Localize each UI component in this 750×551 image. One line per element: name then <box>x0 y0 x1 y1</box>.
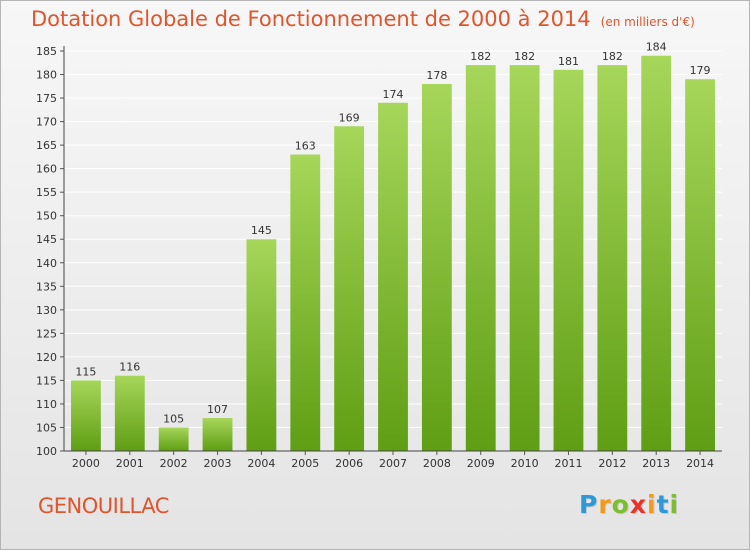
x-tick-label: 2007 <box>379 457 407 470</box>
y-tick-label: 140 <box>36 257 57 270</box>
logo-letter: t <box>656 490 670 519</box>
axes: 100 105 110 115 120 125 130 135 140 145 150 155 160 1… <box>36 45 722 470</box>
x-tick-label: 2012 <box>598 457 626 470</box>
data-labels: 115 116 105 107 145 163 169 174 178 182 182 181 182 1… <box>75 41 710 426</box>
bar-2002 <box>158 427 189 451</box>
bar-2012 <box>597 65 628 451</box>
x-tick-label: 2001 <box>116 457 144 470</box>
chart-unit-text: (en milliers d'€) <box>600 15 695 29</box>
x-tick-label: 2009 <box>467 457 495 470</box>
x-tick-label: 2010 <box>511 457 539 470</box>
x-tick-label: 2000 <box>72 457 100 470</box>
logo-letter: i <box>669 490 680 519</box>
data-label: 184 <box>646 41 667 54</box>
bar-2010 <box>509 65 540 451</box>
y-tick-label: 150 <box>36 210 57 223</box>
logo-letter: P <box>579 490 599 519</box>
x-tick-label: 2014 <box>686 457 714 470</box>
y-tick-label: 130 <box>36 304 57 317</box>
bar-2003 <box>202 418 233 451</box>
bar-2008 <box>421 83 452 452</box>
data-label: 182 <box>602 50 623 63</box>
data-label: 174 <box>383 88 404 101</box>
x-tick-label: 2006 <box>335 457 363 470</box>
x-tick-label: 2013 <box>642 457 670 470</box>
y-tick-label: 170 <box>36 116 57 129</box>
x-tick-label: 2004 <box>247 457 275 470</box>
data-label: 105 <box>163 412 184 425</box>
bar-2001 <box>114 375 145 451</box>
x-tick-label: 2011 <box>554 457 582 470</box>
proxiti-logo[interactable]: Proxiti <box>579 490 679 519</box>
bar-2013 <box>641 55 672 452</box>
data-label: 145 <box>251 224 272 237</box>
y-tick-label: 180 <box>36 69 57 82</box>
data-label: 107 <box>207 403 228 416</box>
commune-name: GENOUILLAC <box>38 494 169 518</box>
data-label: 182 <box>514 50 535 63</box>
y-tick-label: 105 <box>36 421 57 434</box>
chart-title: Dotation Globale de Fonctionnement de 20… <box>31 7 695 31</box>
bar-2009 <box>465 65 496 451</box>
bar-2011 <box>553 69 584 451</box>
data-label: 115 <box>75 365 96 378</box>
data-label: 178 <box>426 69 447 82</box>
x-tick-label: 2003 <box>204 457 232 470</box>
data-label: 163 <box>295 140 316 153</box>
y-tick-label: 135 <box>36 280 57 293</box>
logo-letter: o <box>611 490 630 519</box>
bar-2005 <box>290 154 321 451</box>
logo-letter: x <box>629 490 647 519</box>
bar-2006 <box>334 126 365 451</box>
y-tick-label: 185 <box>36 45 57 58</box>
data-label: 179 <box>690 64 711 77</box>
bar-2004 <box>246 239 277 451</box>
chart-title-text: Dotation Globale de Fonctionnement de 20… <box>31 7 591 31</box>
y-tick-label: 100 <box>36 445 57 458</box>
bar-2014 <box>685 79 715 451</box>
bars <box>71 55 715 452</box>
y-tick-label: 110 <box>36 398 57 411</box>
y-tick-label: 125 <box>36 327 57 340</box>
logo-letter: i <box>647 490 657 519</box>
y-tick-label: 115 <box>36 374 57 387</box>
y-tick-label: 165 <box>36 139 57 152</box>
y-tick-label: 155 <box>36 186 57 199</box>
y-tick-label: 175 <box>36 92 57 105</box>
x-tick-label: 2005 <box>291 457 319 470</box>
bar-2000 <box>71 380 101 451</box>
data-label: 169 <box>339 111 360 124</box>
logo-letter: r <box>598 490 612 519</box>
x-tick-label: 2008 <box>423 457 451 470</box>
y-tick-label: 120 <box>36 351 57 364</box>
data-label: 182 <box>470 50 491 63</box>
data-label: 181 <box>558 55 579 68</box>
x-tick-label: 2002 <box>160 457 188 470</box>
bar-2007 <box>378 102 408 451</box>
y-tick-label: 160 <box>36 163 57 176</box>
data-label: 116 <box>119 361 140 374</box>
y-tick-label: 145 <box>36 233 57 246</box>
